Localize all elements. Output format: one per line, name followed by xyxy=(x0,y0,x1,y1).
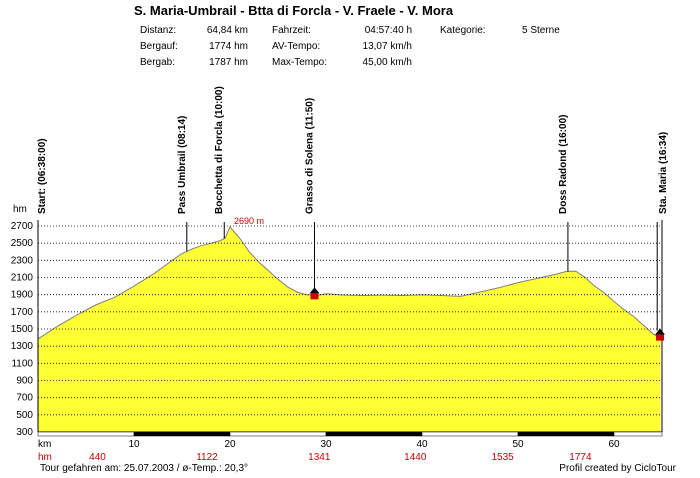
hm-row-label: 1122 xyxy=(196,452,218,463)
distanz-value: 64,84 km xyxy=(206,25,248,36)
bergauf-label: Bergauf: xyxy=(140,41,178,52)
maxtempo-label: Max-Tempo: xyxy=(272,57,328,68)
hut-icon xyxy=(310,293,319,300)
elevation-area xyxy=(38,226,661,432)
waypoint-label: Sta. Maria (16:34) xyxy=(658,132,669,214)
hm-row-label: 440 xyxy=(89,452,106,463)
x-tick-label: 50 xyxy=(512,439,524,450)
peak-label: 2690 m xyxy=(234,216,264,226)
x-tick-label: 20 xyxy=(224,439,236,450)
x-tick-label: 40 xyxy=(416,439,428,450)
hut-icon xyxy=(656,334,664,341)
avtempo-label: AV-Tempo: xyxy=(272,41,321,52)
hm-row-label: 1535 xyxy=(492,452,515,463)
maxtempo-value: 45,00 km/h xyxy=(362,57,412,68)
y-tick-label: 2700 xyxy=(11,221,34,232)
hut-roof-icon xyxy=(309,287,320,294)
y-tick-label: 700 xyxy=(16,393,33,404)
avtempo-value: 13,07 km/h xyxy=(362,41,412,52)
hut-roof-icon xyxy=(655,328,665,335)
x-tick-label: 30 xyxy=(320,439,332,450)
km-scale-segment xyxy=(421,431,519,437)
km-scale-segment xyxy=(229,431,327,437)
hm-row-label: 1774 xyxy=(569,452,592,463)
bergab-value: 1787 hm xyxy=(209,57,248,68)
y-tick-label: 300 xyxy=(16,427,33,438)
km-scale-segment xyxy=(37,431,135,437)
km-scale-segment xyxy=(133,431,231,437)
waypoint-label: Bocchetta di Forcla (10:00) xyxy=(214,86,225,214)
x-tick-label: 60 xyxy=(608,439,620,450)
waypoint-label: Start: (06:38:00) xyxy=(37,138,48,214)
km-scale-segment xyxy=(517,431,615,437)
y-tick-label: 2300 xyxy=(11,255,34,266)
waypoint-label: Grasso di Solena (11:50) xyxy=(304,98,315,214)
x-tick-label: 10 xyxy=(128,439,140,450)
km-scale-segment xyxy=(325,431,423,437)
kategorie-label: Kategorie: xyxy=(440,25,486,36)
hm-row-label: 1440 xyxy=(404,452,427,463)
y-tick-label: 1900 xyxy=(11,290,34,301)
bergauf-value: 1774 hm xyxy=(209,41,248,52)
y-tick-label: 900 xyxy=(16,376,33,387)
bergab-label: Bergab: xyxy=(140,57,176,68)
y-tick-label: 1300 xyxy=(11,341,34,352)
y-tick-label: 1500 xyxy=(11,324,34,335)
y-tick-label: 500 xyxy=(16,410,33,421)
y-axis-label: hm xyxy=(13,204,27,215)
kategorie-value: 5 Sterne xyxy=(522,25,560,36)
y-tick-label: 2500 xyxy=(11,238,34,249)
km-scale-segment xyxy=(613,431,663,437)
footer-credit: Profil created by CicloTour xyxy=(559,463,676,474)
hm-row-label: hm xyxy=(38,452,52,463)
waypoint-label: Doss Radond (16:00) xyxy=(558,115,569,214)
hm-row-label: 1341 xyxy=(308,452,331,463)
fahrzeit-value: 04:57:40 h xyxy=(364,25,412,36)
waypoint-label: Pass Umbrail (08:14) xyxy=(177,116,188,214)
y-tick-label: 2100 xyxy=(11,273,34,284)
y-tick-label: 1100 xyxy=(11,358,33,369)
fahrzeit-label: Fahrzeit: xyxy=(272,25,311,36)
distanz-label: Distanz: xyxy=(140,25,177,36)
y-tick-label: 1700 xyxy=(11,307,34,318)
x-axis-label: km xyxy=(38,439,51,450)
chart-title: S. Maria-Umbrail - Btta di Forcla - V. F… xyxy=(134,3,454,18)
footer-tour-date: Tour gefahren am: 25.07.2003 / ø-Temp.: … xyxy=(40,463,249,474)
